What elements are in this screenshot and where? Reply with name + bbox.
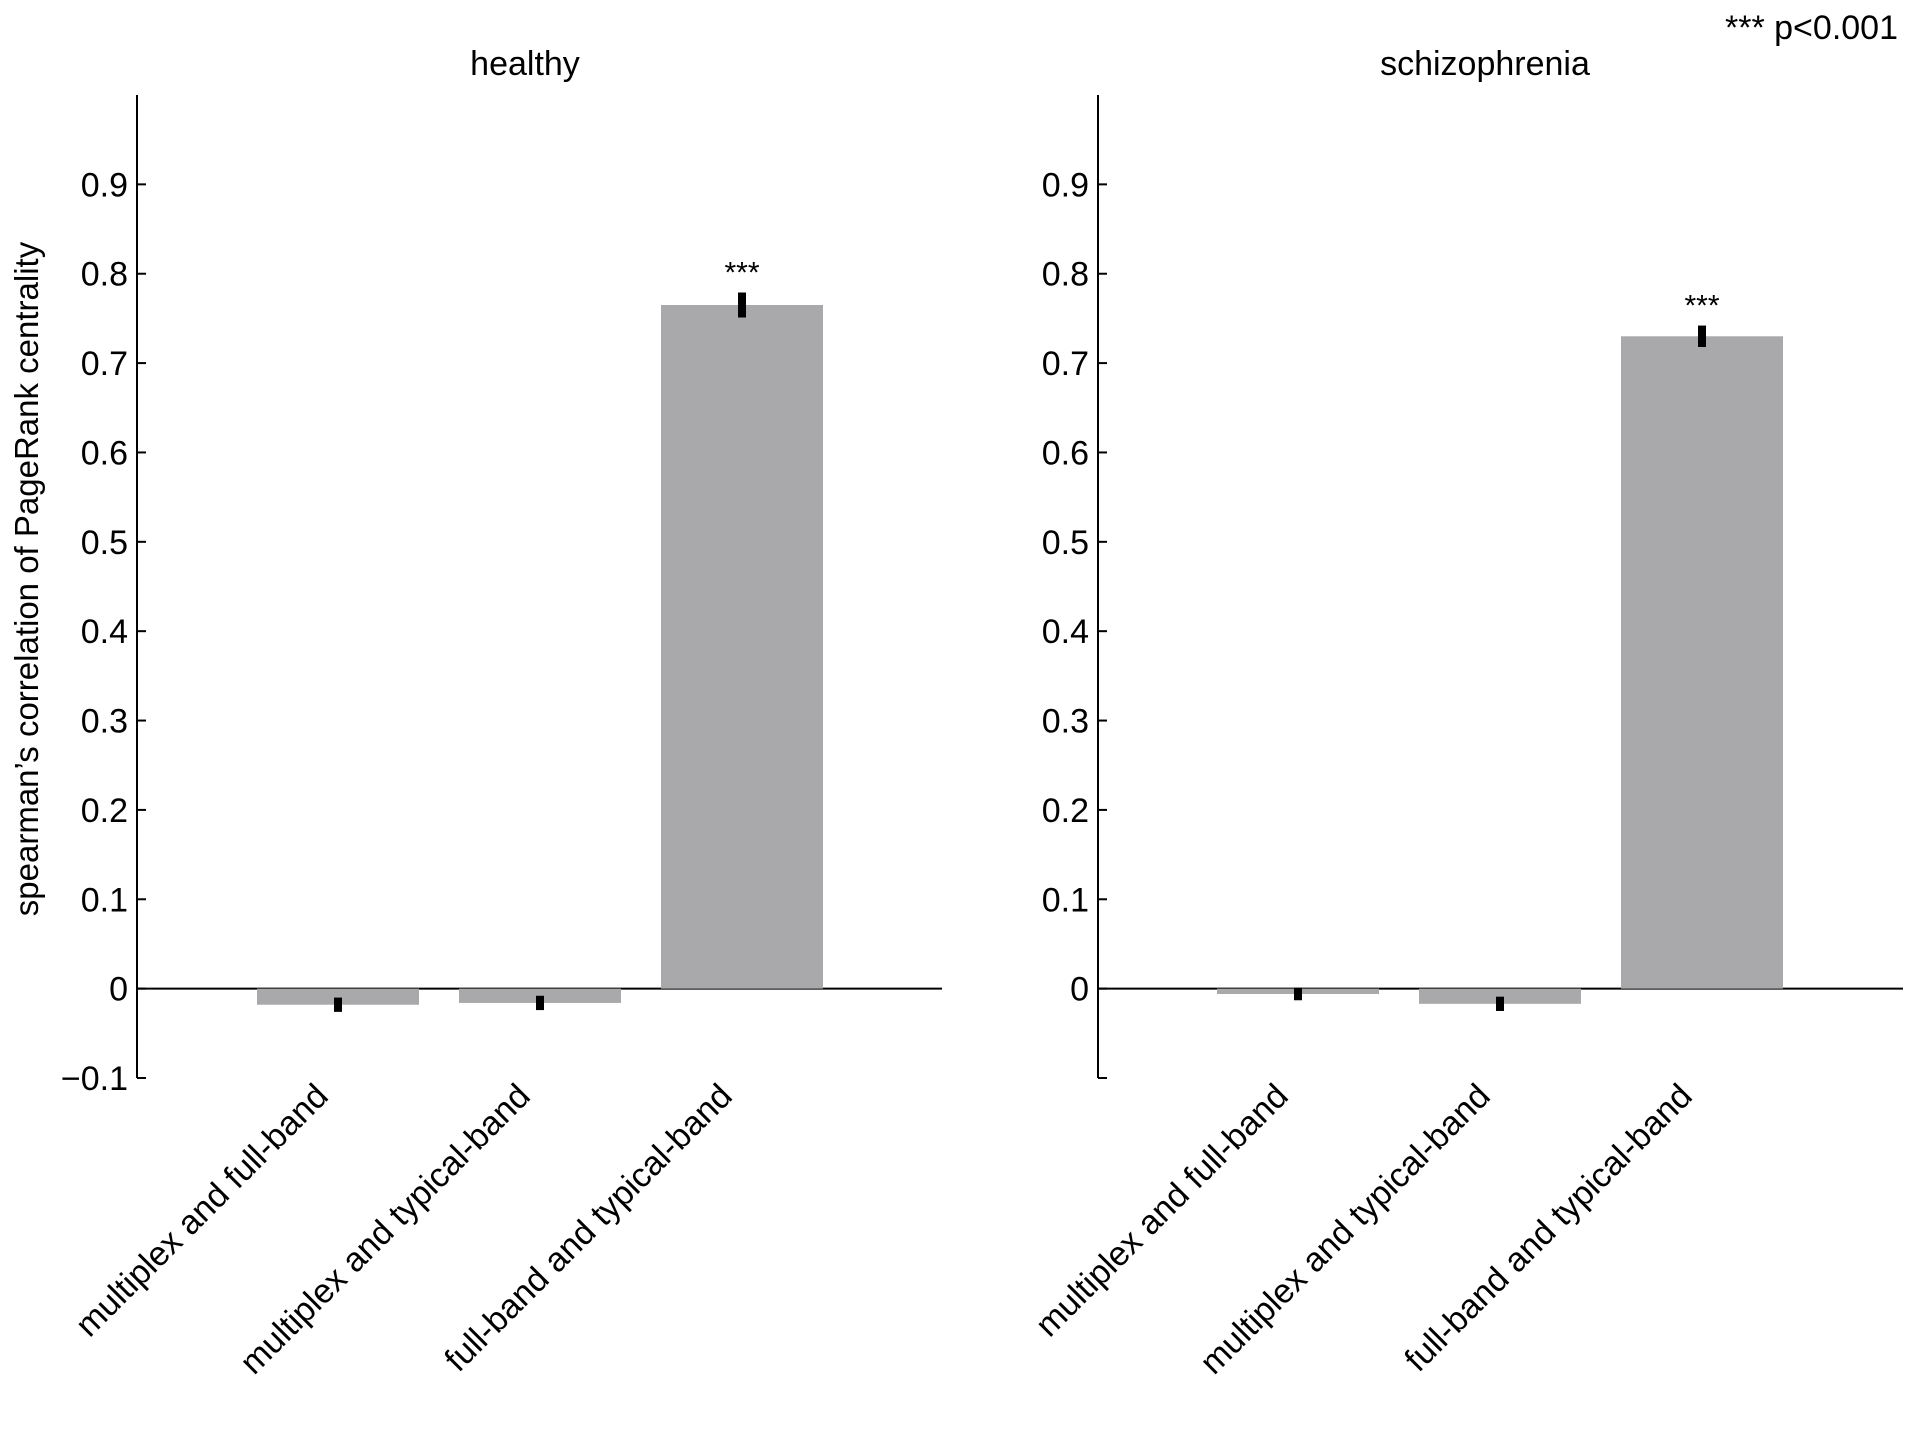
y-tick-label: −0.1 (61, 1060, 128, 1098)
panel-schizophrenia: schizophrenia 0 0.1 0.2 0.3 0.4 0.5 0.6 0.7 0.8 0… (1028, 45, 1903, 1382)
y-tick-label: 0 (109, 971, 128, 1009)
y-tick-label: 0 (1070, 971, 1089, 1009)
y-tick-label: 0.9 (1042, 166, 1089, 204)
significance-legend: *** p<0.001 (1725, 9, 1898, 47)
significance-stars: *** (724, 256, 759, 289)
significance-stars: *** (1684, 290, 1719, 323)
bar (661, 305, 823, 989)
bar (459, 988, 621, 1003)
y-tick-label: 0.7 (1042, 345, 1089, 383)
y-tick-label: 0.1 (1042, 881, 1089, 919)
y-axis-label: spearman’s correlation of PageRank centr… (8, 241, 45, 916)
panel-healthy: healthy −0.1 0 0.1 0.2 0.3 0.4 0.5 0.6 0.7 0.8 0.9… (61, 45, 942, 1382)
y-tick-label: 0.8 (1042, 256, 1089, 294)
y-tick-label: 0.4 (81, 613, 128, 651)
bar (257, 988, 419, 1005)
y-tick-label: 0.6 (81, 434, 128, 472)
y-tick-label: 0.2 (81, 792, 128, 830)
panel-title-schizophrenia: schizophrenia (1380, 45, 1590, 83)
bar (1621, 336, 1783, 989)
y-tick-label: 0.7 (81, 345, 128, 383)
y-tick-label: 0.6 (1042, 434, 1089, 472)
y-tick-label: 0.9 (81, 166, 128, 204)
y-tick-label: 0.5 (81, 524, 128, 562)
y-tick-label: 0.3 (1042, 703, 1089, 741)
y-tick-label: 0.3 (81, 703, 128, 741)
y-tick-label: 0.1 (81, 881, 128, 919)
y-tick-label: 0.8 (81, 256, 128, 294)
y-tick-label: 0.4 (1042, 613, 1089, 651)
y-tick-label: 0.2 (1042, 792, 1089, 830)
y-tick-label: 0.5 (1042, 524, 1089, 562)
bar (1419, 988, 1581, 1004)
panel-title-healthy: healthy (470, 45, 580, 83)
